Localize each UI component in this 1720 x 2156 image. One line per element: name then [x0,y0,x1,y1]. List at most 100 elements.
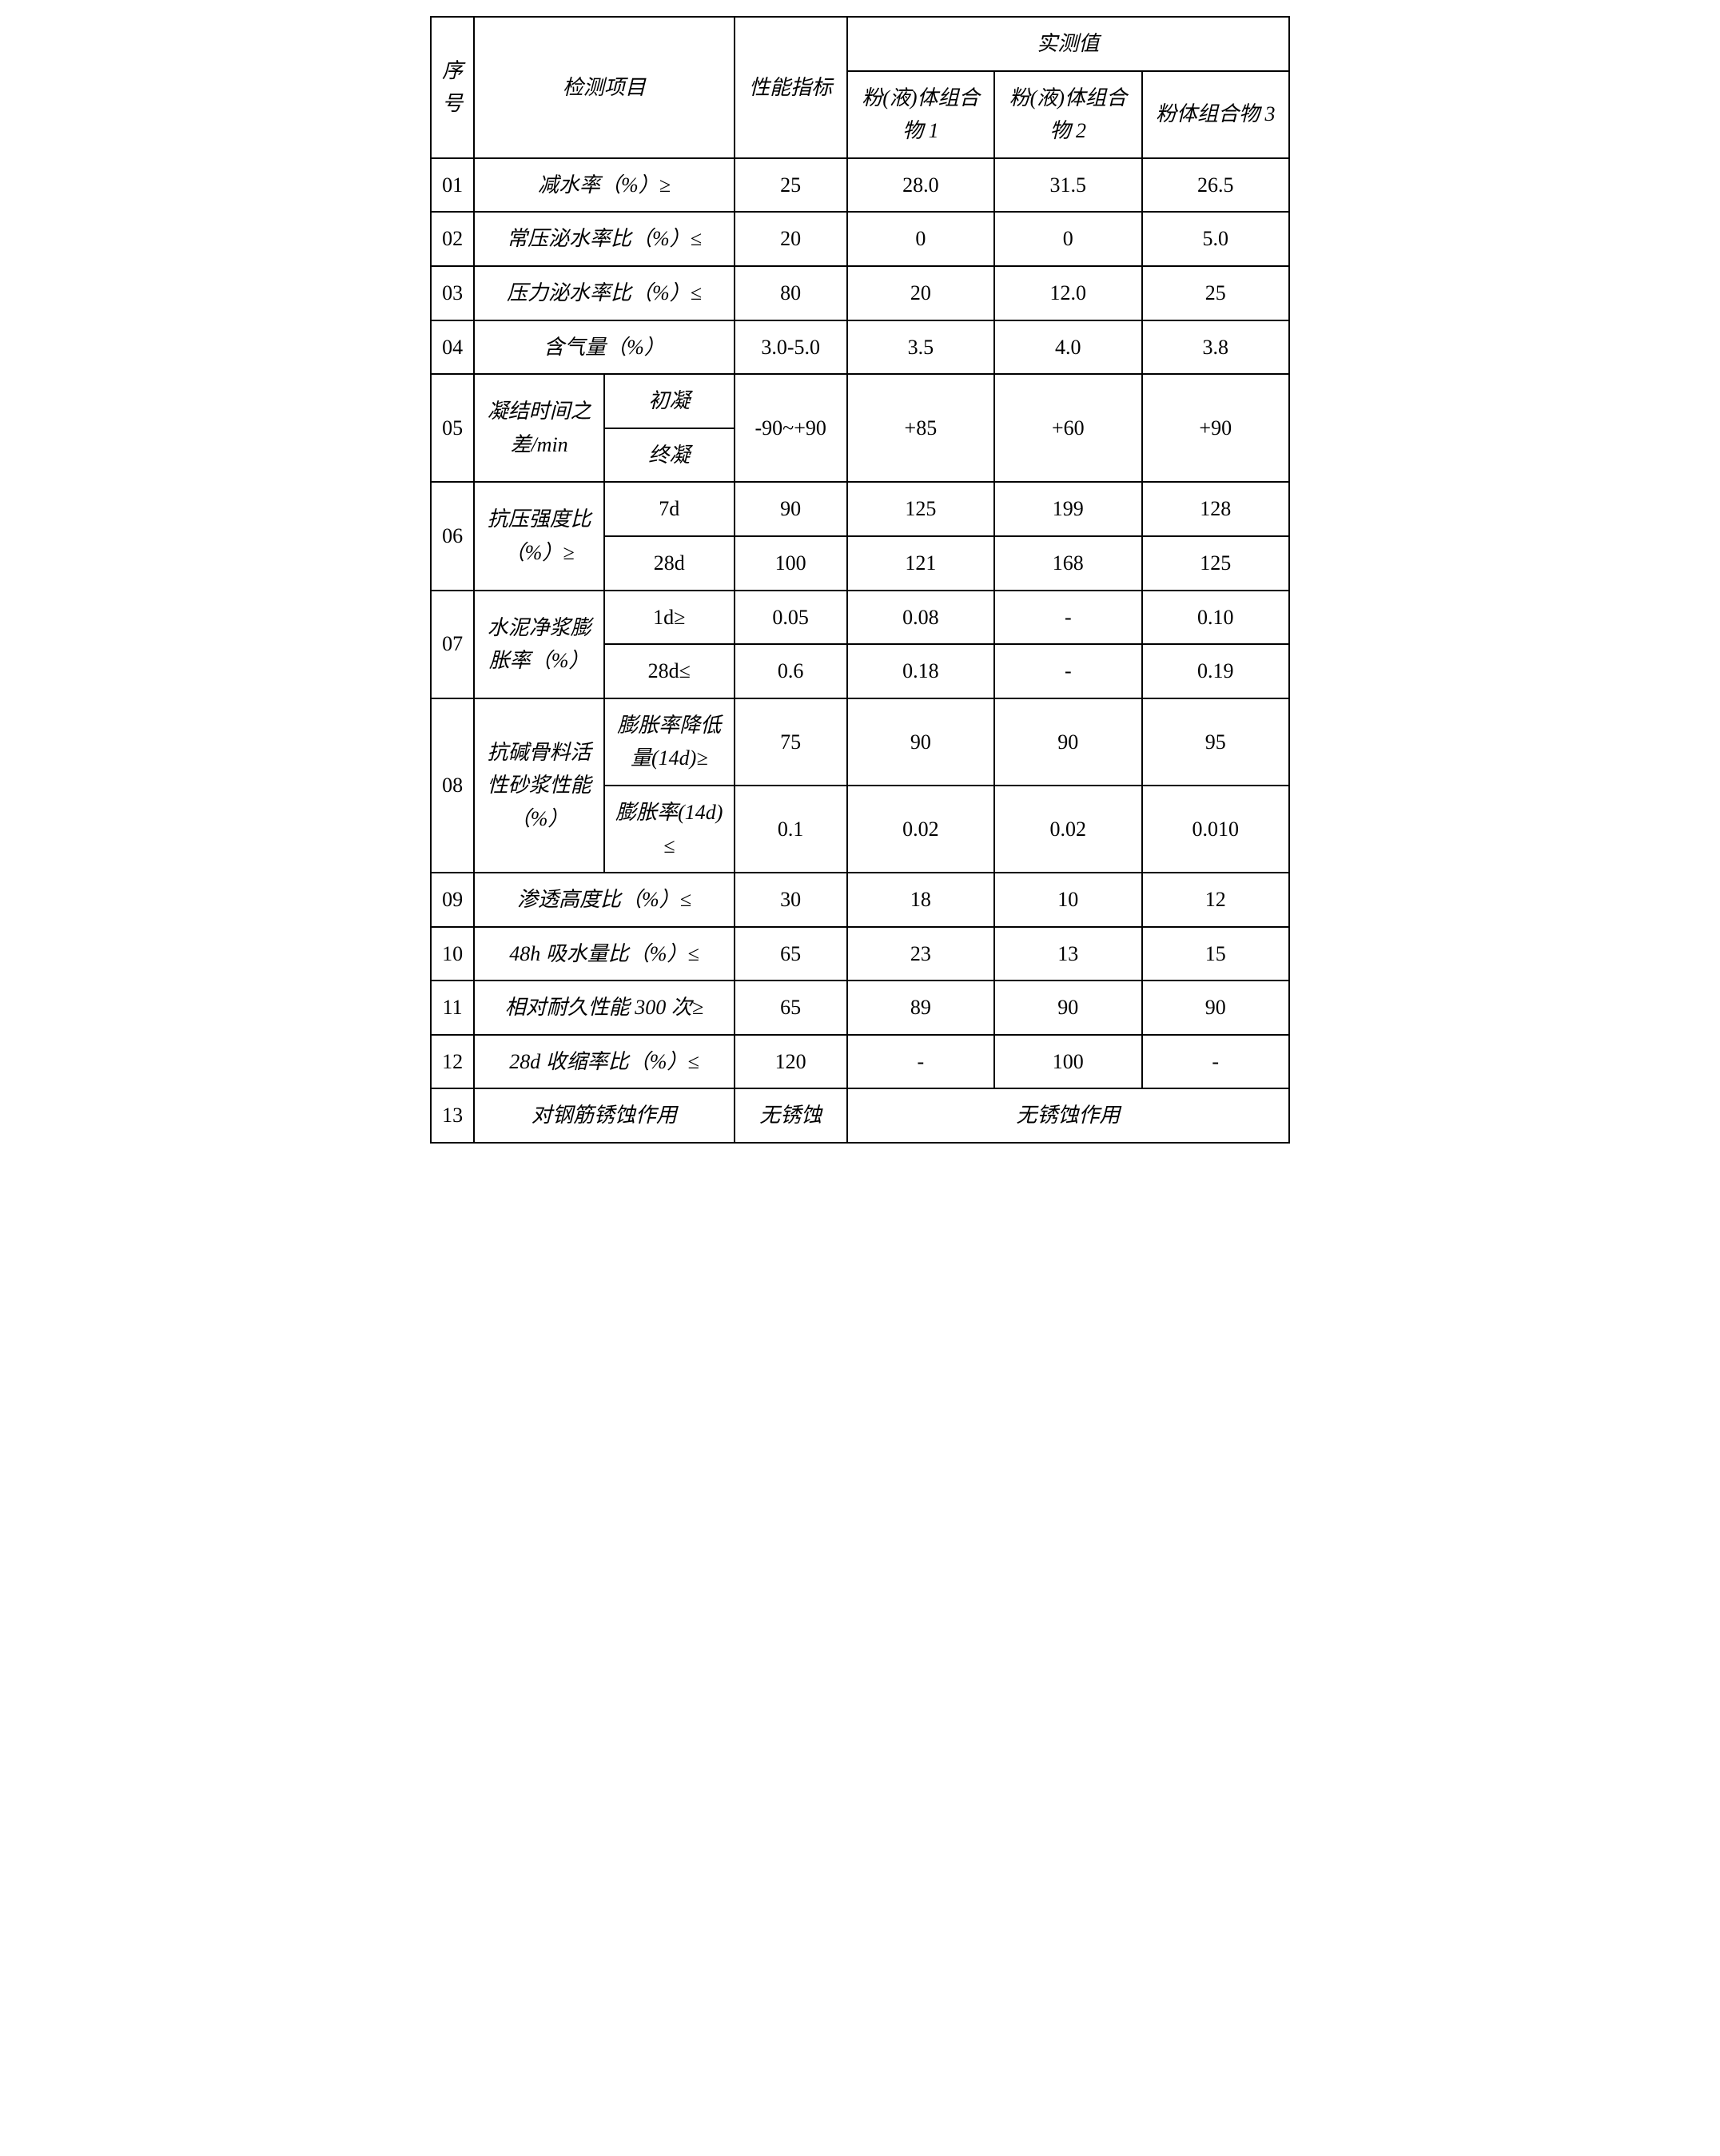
cell-item: 减水率（%）≥ [474,158,734,213]
cell-item: 48h 吸水量比（%）≤ [474,927,734,981]
cell-v3: 0.19 [1142,644,1289,698]
cell-v1: 0.18 [847,644,994,698]
cell-v1: 89 [847,981,994,1035]
col-v2-header: 粉(液)体组合物 2 [994,71,1141,158]
cell-v1: - [847,1035,994,1089]
cell-v2: - [994,591,1141,645]
table-row: 07 水泥净浆膨胀率（%） 1d≥ 0.05 0.08 - 0.10 [431,591,1289,645]
cell-seq: 10 [431,927,474,981]
cell-v2: 0.02 [994,786,1141,873]
cell-spec: 30 [735,873,847,927]
cell-v1: 121 [847,536,994,591]
cell-v3: 95 [1142,698,1289,786]
table-row: 10 48h 吸水量比（%）≤ 65 23 13 15 [431,927,1289,981]
spec-table: 序号 检测项目 性能指标 实测值 粉(液)体组合物 1 粉(液)体组合物 2 粉… [430,16,1290,1144]
cell-v1: 23 [847,927,994,981]
cell-v3: 0.010 [1142,786,1289,873]
cell-seq: 06 [431,482,474,590]
cell-item: 相对耐久性能 300 次≥ [474,981,734,1035]
cell-seq: 04 [431,320,474,375]
col-seq-header: 序号 [431,17,474,158]
table-row: 13 对钢筋锈蚀作用 无锈蚀 无锈蚀作用 [431,1088,1289,1143]
cell-v1: 0 [847,212,994,266]
cell-v1: 20 [847,266,994,320]
cell-v1: 28.0 [847,158,994,213]
cell-v1: 90 [847,698,994,786]
cell-v3: 5.0 [1142,212,1289,266]
table-row: 12 28d 收缩率比（%）≤ 120 - 100 - [431,1035,1289,1089]
cell-v1: 125 [847,482,994,536]
col-measured-header: 实测值 [847,17,1289,71]
col-v3-header: 粉体组合物 3 [1142,71,1289,158]
cell-spec: 0.1 [735,786,847,873]
cell-v3: - [1142,1035,1289,1089]
cell-item-b: 28d≤ [604,644,735,698]
cell-v2: 168 [994,536,1141,591]
cell-spec: 75 [735,698,847,786]
cell-v3: 3.8 [1142,320,1289,375]
cell-v3: 90 [1142,981,1289,1035]
cell-v2: - [994,644,1141,698]
cell-item-b: 膨胀率(14d) ≤ [604,786,735,873]
cell-spec: 0.05 [735,591,847,645]
cell-spec: 80 [735,266,847,320]
cell-item-b: 膨胀率降低量(14d)≥ [604,698,735,786]
cell-seq: 05 [431,374,474,482]
cell-v2: 13 [994,927,1141,981]
cell-item: 对钢筋锈蚀作用 [474,1088,734,1143]
cell-seq: 03 [431,266,474,320]
table-row: 06 抗压强度比（%）≥ 7d 90 125 199 128 [431,482,1289,536]
cell-v3: 128 [1142,482,1289,536]
cell-v3: 25 [1142,266,1289,320]
cell-v3: 12 [1142,873,1289,927]
cell-item-b: 初凝 [604,374,735,428]
cell-seq: 13 [431,1088,474,1143]
col-v1-header: 粉(液)体组合物 1 [847,71,994,158]
cell-seq: 09 [431,873,474,927]
cell-spec: 3.0-5.0 [735,320,847,375]
cell-v2: +60 [994,374,1141,482]
table-row: 11 相对耐久性能 300 次≥ 65 89 90 90 [431,981,1289,1035]
cell-spec: 20 [735,212,847,266]
cell-spec: 25 [735,158,847,213]
cell-spec: 65 [735,981,847,1035]
cell-spec: 120 [735,1035,847,1089]
cell-item-b: 7d [604,482,735,536]
cell-v1: +85 [847,374,994,482]
cell-seq: 02 [431,212,474,266]
cell-item-a: 抗压强度比（%）≥ [474,482,604,590]
table-row: 04 含气量（%） 3.0-5.0 3.5 4.0 3.8 [431,320,1289,375]
cell-seq: 01 [431,158,474,213]
cell-spec: 无锈蚀 [735,1088,847,1143]
table-row: 03 压力泌水率比（%）≤ 80 20 12.0 25 [431,266,1289,320]
cell-item: 压力泌水率比（%）≤ [474,266,734,320]
cell-item-a: 凝结时间之差/min [474,374,604,482]
cell-spec: -90~+90 [735,374,847,482]
table-row: 01 减水率（%）≥ 25 28.0 31.5 26.5 [431,158,1289,213]
cell-v3: 125 [1142,536,1289,591]
cell-v1: 0.08 [847,591,994,645]
cell-item-b: 终凝 [604,428,735,483]
cell-v3: +90 [1142,374,1289,482]
cell-merged: 无锈蚀作用 [847,1088,1289,1143]
cell-seq: 07 [431,591,474,698]
cell-v1: 0.02 [847,786,994,873]
cell-item-b: 28d [604,536,735,591]
cell-item: 28d 收缩率比（%）≤ [474,1035,734,1089]
cell-spec: 65 [735,927,847,981]
col-item-header: 检测项目 [474,17,734,158]
table-header-row: 序号 检测项目 性能指标 实测值 [431,17,1289,71]
cell-v2: 199 [994,482,1141,536]
cell-v3: 26.5 [1142,158,1289,213]
cell-v2: 31.5 [994,158,1141,213]
cell-seq: 08 [431,698,474,873]
cell-v2: 0 [994,212,1141,266]
cell-v2: 10 [994,873,1141,927]
cell-v2: 90 [994,698,1141,786]
cell-spec: 0.6 [735,644,847,698]
cell-item-a: 水泥净浆膨胀率（%） [474,591,604,698]
cell-item: 渗透高度比（%）≤ [474,873,734,927]
cell-v1: 3.5 [847,320,994,375]
cell-v3: 15 [1142,927,1289,981]
cell-item: 常压泌水率比（%）≤ [474,212,734,266]
